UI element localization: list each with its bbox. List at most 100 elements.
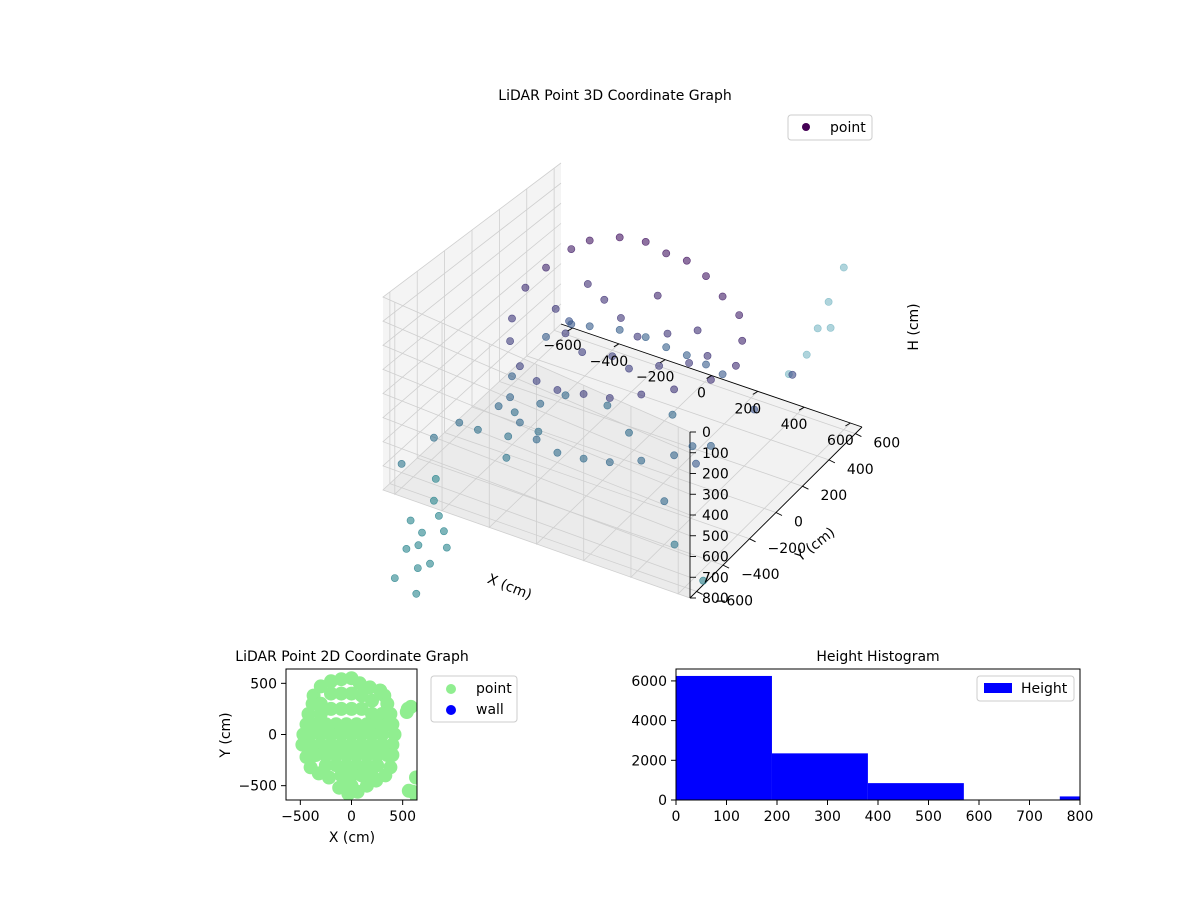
x-tick-label-histogram: 700 (1016, 809, 1043, 825)
z-tick-label-3d: 800 (702, 591, 729, 607)
grid-line-h (382, 223, 691, 495)
data-point-3d (532, 435, 541, 444)
2d-points (295, 671, 417, 800)
data-point-3d (413, 564, 422, 572)
x-tick-label-histogram: 500 (915, 809, 942, 825)
x-tick-label-histogram: 300 (814, 809, 841, 825)
x-axis-label-2d: X (cm) (329, 830, 375, 846)
y-tick-label-3d: 400 (847, 462, 874, 478)
data-point-3d (826, 323, 835, 332)
legend-marker-wall (446, 705, 456, 715)
grid-line-h (382, 162, 691, 433)
data-point-3d (718, 370, 727, 379)
data-point-3d (439, 527, 448, 536)
data-point-3d (516, 362, 524, 371)
data-point-3d (615, 233, 624, 242)
data-point-3d (641, 237, 650, 246)
legend-frame (787, 114, 873, 141)
data-point-3d (653, 291, 662, 300)
data-point-3d (688, 442, 697, 451)
data-point-2d (365, 727, 379, 742)
data-point-2d (318, 748, 333, 762)
y-tick-label-histogram: 4000 (631, 714, 667, 730)
histogram-bar (771, 753, 868, 800)
grid-line-h (382, 283, 691, 557)
data-point-3d (682, 351, 691, 360)
data-point-3d (390, 574, 399, 582)
data-point-3d (641, 333, 650, 341)
z-tick-label-3d: 100 (702, 446, 729, 462)
data-point-3d (662, 249, 671, 258)
data-point-3d (429, 496, 438, 505)
3d-points (390, 233, 848, 598)
y-tick-label-2d: 0 (268, 728, 277, 744)
data-point-3d (702, 272, 710, 280)
data-point-3d (732, 361, 740, 370)
plot-3d: LiDAR Point 3D Coordinate Graph −600 −400… (382, 88, 922, 609)
data-point-2d (334, 727, 349, 742)
data-point-3d (685, 359, 693, 367)
x-tick-3d (845, 422, 851, 427)
y-tick-label-histogram: 2000 (631, 753, 667, 769)
data-point-3d (412, 589, 421, 598)
scatter-points-2d (295, 671, 417, 800)
y-tick-label-histogram: 6000 (631, 674, 667, 690)
chart-title-3d: LiDAR Point 3D Coordinate Graph (498, 88, 731, 104)
legend-label-height: Height (1021, 681, 1068, 697)
data-point-3d (605, 458, 614, 467)
data-point-3d (553, 448, 562, 457)
data-point-3d (600, 295, 609, 304)
data-point-3d (660, 497, 669, 506)
chart-title-2d: LiDAR Point 2D Coordinate Graph (235, 649, 468, 665)
y-tick-label-3d: 600 (873, 436, 900, 452)
data-point-3d (703, 351, 712, 360)
3d-panes (383, 163, 862, 598)
data-point-3d (707, 441, 715, 450)
z-tick-label-3d: 500 (702, 529, 729, 545)
x-tick-3d (567, 327, 573, 332)
data-point-2d (339, 748, 354, 762)
y-tick-label-3d: −400 (741, 567, 779, 583)
z-tick-label-3d: 700 (702, 570, 729, 586)
data-point-2d (303, 727, 318, 742)
histogram-bars (676, 675, 1080, 800)
legend-label-point: point (830, 120, 866, 136)
x-tick-label-3d: −600 (543, 338, 581, 354)
data-point-3d (735, 311, 744, 319)
x-tick-3d (613, 343, 620, 348)
y-tick-label-2d: −500 (239, 779, 277, 795)
data-point-3d (508, 314, 516, 323)
data-point-3d (718, 292, 727, 301)
data-point-3d (506, 337, 514, 345)
data-point-2d (334, 701, 349, 716)
histogram-bar (676, 675, 772, 800)
data-point-3d (561, 329, 570, 338)
data-point-2d (334, 686, 349, 701)
y-tick-label-2d: 500 (250, 676, 277, 692)
x-tick-3d (798, 406, 805, 411)
y-tick-label-3d: −200 (768, 541, 806, 557)
legend-histogram: Height (976, 675, 1075, 702)
data-point-2d (375, 727, 390, 742)
data-point-3d (414, 541, 423, 550)
chart-title-histogram: Height Histogram (816, 649, 939, 665)
data-point-3d (431, 474, 440, 483)
data-point-2d (409, 770, 417, 785)
3d-ticks: −600−400−2000200400600−600−400−200020040… (543, 327, 900, 609)
data-point-3d (699, 576, 708, 585)
x-tick-label-2d: 500 (389, 809, 416, 825)
y-tick-3d (749, 538, 756, 543)
data-point-3d (473, 425, 482, 434)
y-tick-3d (855, 433, 862, 437)
z-tick-label-3d: 300 (702, 487, 729, 503)
data-point-3d (579, 390, 588, 398)
data-point-2d (324, 686, 338, 701)
2d-ticks: −500 0 500 500 0 −500 (239, 676, 416, 825)
histogram-ticks: 0 100 200 300 400 500 600 700 800 0 2000 4000 6000 (631, 674, 1093, 825)
data-point-2d (329, 748, 344, 762)
data-point-3d (637, 390, 646, 399)
data-point-3d (839, 263, 848, 272)
data-point-3d (397, 459, 406, 468)
y-tick-3d (722, 564, 730, 569)
data-point-3d (579, 454, 588, 463)
